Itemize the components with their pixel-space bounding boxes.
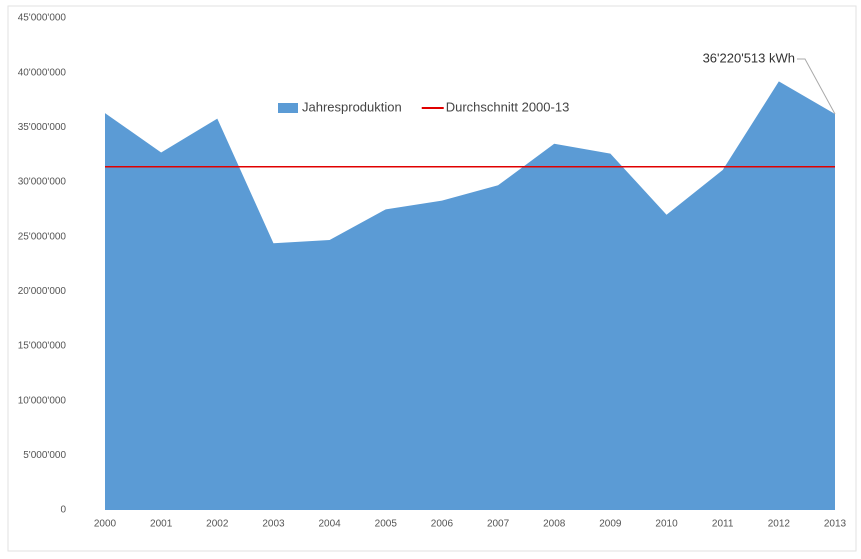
x-tick-label: 2013 xyxy=(824,519,847,530)
x-tick-label: 2012 xyxy=(768,519,791,530)
y-tick-label: 20'000'000 xyxy=(18,286,67,297)
x-tick-label: 2010 xyxy=(655,519,678,530)
x-tick-label: 2009 xyxy=(599,519,622,530)
y-tick-label: 5'000'000 xyxy=(23,450,66,461)
x-tick-label: 2008 xyxy=(543,519,566,530)
x-tick-label: 2004 xyxy=(318,519,341,530)
leader-line xyxy=(797,58,836,115)
data-label: 36'220'513 kWh xyxy=(703,50,795,65)
y-tick-label: 35'000'000 xyxy=(18,122,67,133)
y-tick-label: 0 xyxy=(60,505,66,516)
x-tick-label: 2001 xyxy=(150,519,173,530)
y-tick-label: 45'000'000 xyxy=(18,13,67,24)
x-tick-label: 2005 xyxy=(375,519,398,530)
y-tick-label: 15'000'000 xyxy=(18,341,67,352)
legend-label: Durchschnitt 2000-13 xyxy=(446,99,570,114)
y-tick-label: 10'000'000 xyxy=(18,395,67,406)
x-tick-label: 2006 xyxy=(431,519,454,530)
x-tick-label: 2002 xyxy=(206,519,229,530)
x-tick-label: 2000 xyxy=(94,519,117,530)
x-tick-label: 2007 xyxy=(487,519,510,530)
x-tick-label: 2011 xyxy=(712,519,734,530)
area xyxy=(105,81,835,510)
y-tick-label: 25'000'000 xyxy=(18,231,67,242)
y-tick-label: 40'000'000 xyxy=(18,67,67,78)
x-tick-label: 2003 xyxy=(262,519,285,530)
legend-swatch xyxy=(278,103,298,113)
y-tick-label: 30'000'000 xyxy=(18,177,67,188)
legend-label: Jahresproduktion xyxy=(302,99,402,114)
